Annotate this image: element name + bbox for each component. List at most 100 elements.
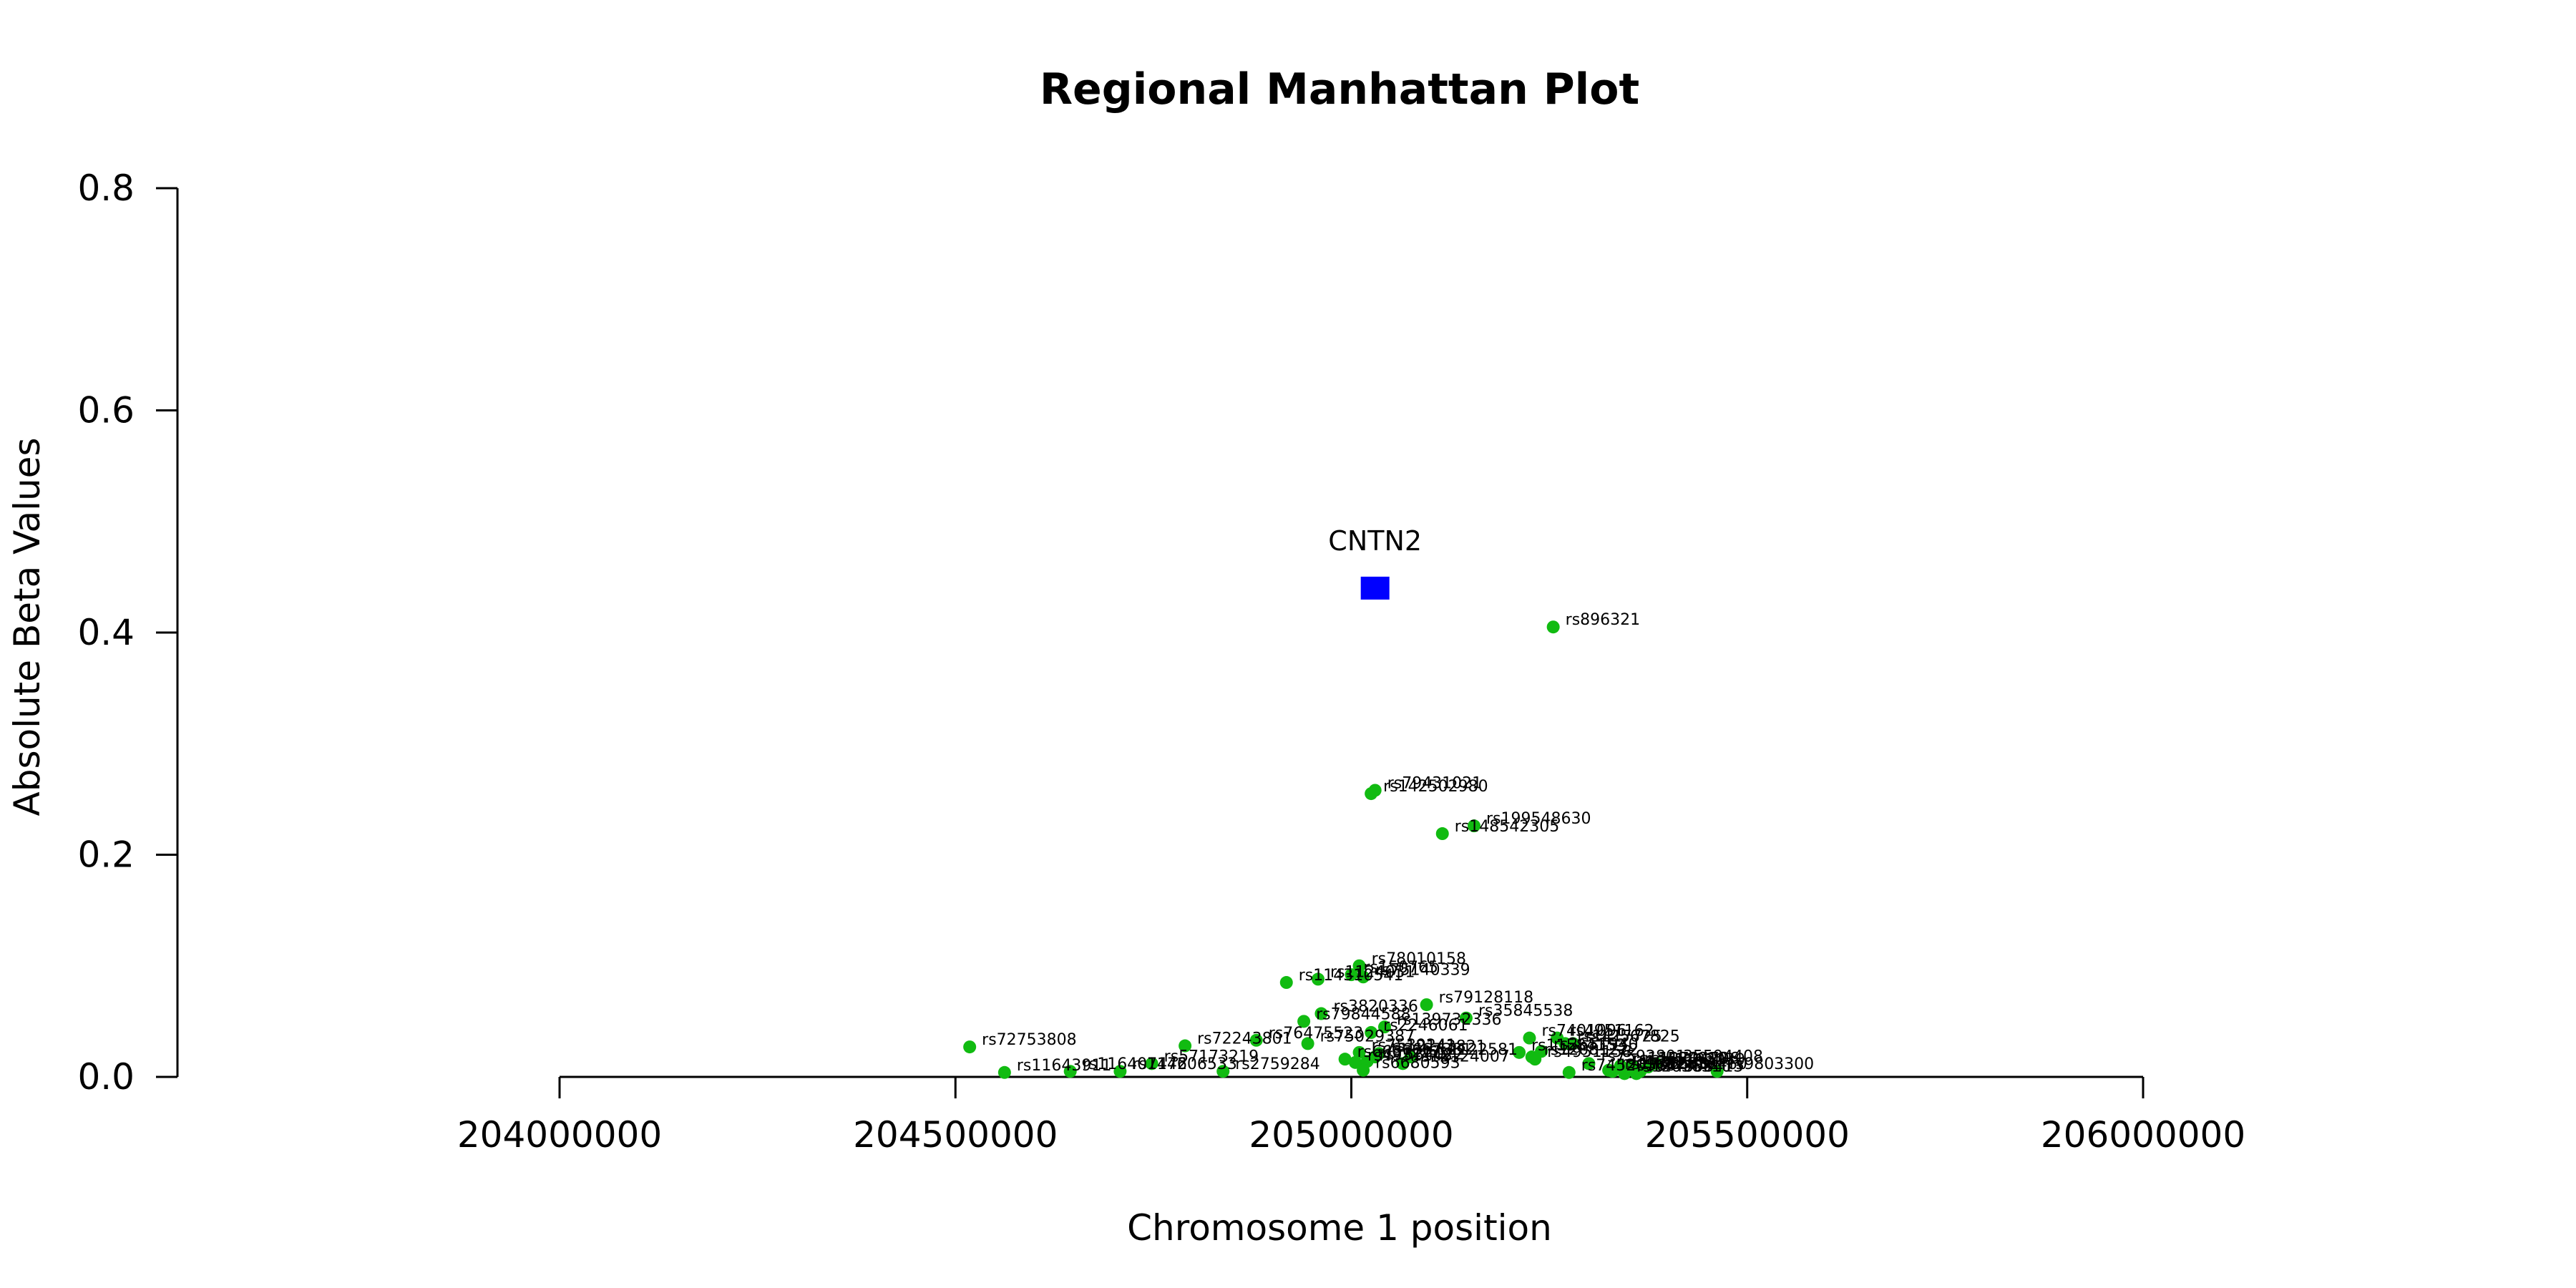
snp-label: rs150765 — [1364, 959, 1439, 977]
snp-label: rs12143821 — [1391, 1038, 1485, 1055]
snp-label: rs12124007 — [1415, 1048, 1509, 1065]
snp-label: rs7592801 — [1601, 1048, 1686, 1065]
snp-label: rs11584153 — [1531, 1037, 1626, 1055]
snp-label: rs72243801 — [1197, 1030, 1292, 1048]
snp-point — [1513, 1045, 1526, 1059]
snp-label: rs148542305 — [1455, 818, 1559, 836]
x-tick-label: 204000000 — [457, 1114, 662, 1156]
snp-point — [1179, 1039, 1192, 1053]
snp-label: rs12122581 — [1423, 1041, 1517, 1059]
snp-point — [1216, 1065, 1230, 1078]
x-tick-label: 206000000 — [2041, 1114, 2245, 1156]
snp-label: rs116407472 — [1083, 1055, 1187, 1073]
snp-label: rs6667381 — [1387, 1041, 1472, 1059]
snp-label: rs12567825 — [1585, 1028, 1679, 1045]
snp-label: rs12036310 — [1636, 1058, 1731, 1075]
snp-point — [997, 1065, 1011, 1079]
snp-point — [1528, 1053, 1542, 1066]
x-axis: 204000000 204500000 205000000 205500000 2060… — [457, 1075, 2245, 1156]
y-axis: 0.0 0.2 0.4 0.6 0.8 — [77, 167, 179, 1098]
snp-point — [1365, 1025, 1378, 1039]
snp-point — [1459, 1011, 1473, 1025]
x-axis-ticks: 204000000 204500000 205000000 205500000 2060… — [457, 1077, 2245, 1156]
snp-label: rs2759284 — [1235, 1055, 1320, 1073]
gene-marker — [1360, 576, 1390, 600]
snp-label: rs6680593 — [1375, 1055, 1460, 1073]
snp-label: rs78010158 — [1372, 950, 1466, 968]
x-tick-label: 205000000 — [1249, 1114, 1453, 1156]
x-tick-label: 205500000 — [1645, 1114, 1850, 1156]
snp-point — [1357, 1063, 1370, 1077]
snp-point — [1349, 1055, 1362, 1069]
snp-label: rs7539241 — [1372, 1037, 1457, 1055]
snp-point — [1301, 1037, 1314, 1050]
chart-title: Regional Manhattan Plot — [1040, 64, 1639, 114]
snp-points — [963, 620, 1724, 1080]
y-tick-label: 0.4 — [77, 612, 135, 653]
x-tick-label: 204500000 — [853, 1114, 1058, 1156]
gene-label: CNTN2 — [1328, 525, 1422, 557]
snp-label: rs79844588 — [1316, 1005, 1410, 1023]
snp-point — [1546, 620, 1560, 634]
snp-label: rs75140339 — [1375, 961, 1470, 979]
snp-label: rs12081222 — [1544, 1041, 1639, 1059]
snp-label: rs7401096 — [1541, 1023, 1626, 1040]
snp-label: rs11643911 — [1017, 1057, 1111, 1075]
snp-point — [1566, 1037, 1580, 1050]
y-tick-label: 0.8 — [77, 167, 135, 209]
snp-label: rs12724706 — [1644, 1050, 1739, 1068]
snp-point — [1435, 827, 1449, 841]
snp-label: rs4951158 — [1547, 1043, 1632, 1061]
snp-label: rs199548630 — [1486, 810, 1591, 828]
snp-label: rs1534022 — [1380, 1045, 1465, 1063]
snp-point — [1582, 1057, 1596, 1070]
snp-point — [1249, 1033, 1263, 1047]
snp-label: rs3820336 — [1333, 998, 1418, 1016]
snp-label: rs17485401 — [1625, 1055, 1719, 1073]
snp-point — [1629, 1067, 1643, 1080]
snp-point — [963, 1040, 977, 1054]
snp-label: rs35594408 — [1669, 1048, 1763, 1065]
snp-point — [1357, 970, 1370, 984]
snp-label: rs4951148 — [1367, 1047, 1453, 1065]
snp-label: rs75029387 — [1320, 1028, 1415, 1045]
snp-point — [1352, 1045, 1366, 1059]
snp-point — [1468, 819, 1481, 833]
snp-label: rs72753808 — [982, 1031, 1076, 1049]
snp-point — [1314, 1007, 1328, 1020]
snp-point — [1562, 1065, 1576, 1079]
snp-label: rs6697217 — [1357, 1043, 1443, 1061]
snp-point — [1145, 1057, 1158, 1070]
x-axis-label: Chromosome 1 position — [1127, 1207, 1552, 1249]
snp-label: rs1124031 — [1330, 963, 1415, 981]
y-tick-label: 0.2 — [77, 834, 135, 876]
snp-point — [1063, 1065, 1077, 1078]
snp-label: rs114606533 — [1132, 1055, 1236, 1073]
snp-label: rs11582113 — [1621, 1055, 1715, 1073]
snp-label: rs57173219 — [1164, 1048, 1259, 1065]
snp-point — [1523, 1031, 1536, 1045]
snp-label: rs142502980 — [1383, 778, 1488, 796]
snp-label: rs76475523 — [1269, 1025, 1363, 1043]
snp-label: rs1192030 — [1660, 1051, 1745, 1069]
y-axis-ticks: 0.0 0.2 0.4 0.6 0.8 — [77, 167, 177, 1098]
snp-point — [1618, 1067, 1631, 1080]
y-tick-label: 0.0 — [77, 1056, 135, 1098]
snp-label: rs896321 — [1566, 611, 1641, 629]
snp-point — [1352, 959, 1366, 972]
snp-point — [1338, 1053, 1352, 1066]
snp-label: rs2246061 — [1383, 1017, 1468, 1035]
snp-point — [1297, 1015, 1311, 1028]
snp-point — [1113, 1065, 1127, 1078]
snp-label: rs79431021 — [1387, 774, 1482, 792]
gene-marker-group: CNTN2 — [1328, 525, 1422, 600]
snp-label: rs1417725 — [1577, 1028, 1662, 1045]
snp-point — [1365, 787, 1378, 801]
snp-label: rs79128118 — [1439, 989, 1533, 1007]
snp-label: rs74808413 — [1649, 1058, 1743, 1075]
snp-label: rs12032460 — [1652, 1055, 1747, 1073]
snp-label: rs2651940 — [1553, 1035, 1639, 1053]
snp-point — [1396, 1057, 1410, 1070]
